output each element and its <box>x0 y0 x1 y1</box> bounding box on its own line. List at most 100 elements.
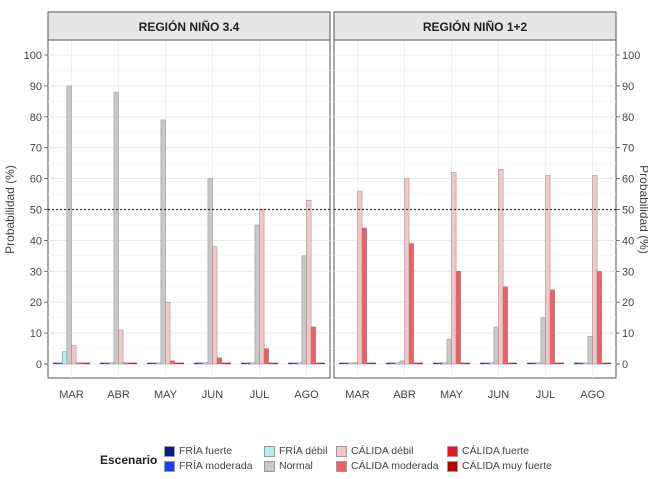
bar-fria-debil <box>156 362 162 365</box>
bar-fria-moderada <box>292 362 298 365</box>
legend-label: CÁLIDA fuerte <box>462 445 530 457</box>
bar-calida-fuerte <box>413 362 419 365</box>
bar-calida-fuerte <box>507 362 513 365</box>
panel-title: REGIÓN NIÑO 3.4 <box>139 19 240 34</box>
bar-fria-debil <box>203 362 209 365</box>
bar-fria-fuerte <box>146 362 153 365</box>
bar-calida-fuerte <box>127 362 133 365</box>
bar-normal <box>160 119 166 365</box>
panel-title: REGIÓN NIÑO 1+2 <box>423 19 528 34</box>
y-tick-label-left: 70 <box>30 143 42 155</box>
bar-normal <box>540 317 546 365</box>
x-tick-label: ABR <box>107 389 130 401</box>
bar-normal <box>352 362 358 365</box>
bar-fria-moderada <box>104 362 110 365</box>
bar-calida-moderada <box>408 243 414 365</box>
bar-calida-fuerte <box>80 362 86 365</box>
bar-calida-moderada <box>122 362 128 365</box>
bar-fria-moderada <box>245 362 251 365</box>
y-axis-title-right: Probabilidad (%) <box>637 165 648 254</box>
y-axis-title-left: Probabilidad (%) <box>3 165 17 254</box>
legend-item-fria-debil: FRÍA débil <box>264 444 327 459</box>
bar-calida-fuerte <box>554 362 560 365</box>
x-tick-label: MAR <box>345 389 370 401</box>
bar-normal <box>207 178 213 365</box>
legend-swatch <box>264 461 275 472</box>
bar-fria-moderada <box>390 362 396 365</box>
bar-calida-fuerte <box>460 362 466 365</box>
x-tick-label: AGO <box>580 389 605 401</box>
bar-fria-debil <box>536 362 542 365</box>
bar-calida-moderada <box>502 286 508 365</box>
bar-normal <box>66 85 72 365</box>
bar-fria-moderada <box>484 362 490 365</box>
bar-fria-fuerte <box>432 362 439 365</box>
bar-calida-fuerte <box>366 362 372 365</box>
y-tick-label-right: 60 <box>622 174 634 186</box>
bar-calida-muy-fuerte <box>225 362 232 365</box>
y-tick-label-right: 30 <box>622 266 634 278</box>
bar-fria-debil <box>297 362 303 365</box>
bar-calida-fuerte <box>221 362 227 365</box>
legend-label: FRÍA fuerte <box>179 445 233 457</box>
y-tick-label-left: 80 <box>30 112 42 124</box>
bar-fria-moderada <box>578 362 584 365</box>
legend-item-calida-fuerte: CÁLIDA fuerte <box>447 444 529 459</box>
bar-calida-muy-fuerte <box>178 362 185 365</box>
bar-calida-debil <box>165 301 171 365</box>
legend-swatch <box>447 446 458 457</box>
bar-calida-moderada <box>169 360 175 365</box>
y-tick-label-right: 70 <box>622 143 634 155</box>
legend-label: FRÍA moderada <box>179 460 253 472</box>
bar-calida-debil <box>259 209 265 365</box>
bar-calida-muy-fuerte <box>464 362 471 365</box>
bar-fria-moderada <box>57 362 63 365</box>
y-tick-label-left: 30 <box>30 266 42 278</box>
bar-calida-debil <box>357 190 363 365</box>
bar-fria-moderada <box>343 362 349 365</box>
legend-item-fria-fuerte: FRÍA fuerte <box>164 444 232 459</box>
bar-fria-debil <box>348 362 354 365</box>
y-tick-label-right: 20 <box>622 297 634 309</box>
bar-fria-fuerte <box>240 362 247 365</box>
y-tick-label-right: 10 <box>622 328 634 340</box>
y-tick-label-right: 100 <box>622 50 640 62</box>
bar-calida-moderada <box>263 348 269 365</box>
x-tick-label: MAR <box>59 389 84 401</box>
x-tick-label: ABR <box>393 389 416 401</box>
bar-calida-fuerte <box>315 362 321 365</box>
y-tick-label-left: 90 <box>30 81 42 93</box>
y-tick-label-right: 90 <box>622 81 634 93</box>
bar-calida-muy-fuerte <box>417 362 424 365</box>
bar-calida-moderada <box>549 289 555 365</box>
legend-item-calida-muy-fuerte: CÁLIDA muy fuerte <box>447 459 552 474</box>
bar-calida-muy-fuerte <box>131 362 138 365</box>
bar-calida-fuerte <box>174 362 180 365</box>
bar-fria-moderada <box>198 362 204 365</box>
bar-normal <box>113 91 119 365</box>
y-tick-label-right: 50 <box>622 205 634 217</box>
bar-fria-debil <box>250 362 256 365</box>
bar-calida-moderada <box>455 271 461 365</box>
bar-normal <box>399 360 405 365</box>
enso-probability-chart: REGIÓN NIÑO 3.4 MAR ABR MAY JUN JUL AGO REGIÓN … <box>3 11 648 401</box>
bar-calida-debil <box>498 169 504 365</box>
x-tick-label: JUL <box>536 389 556 401</box>
y-tick-label-left: 40 <box>30 235 42 247</box>
bar-normal <box>493 326 499 365</box>
legend-title: Escenario <box>100 453 158 467</box>
bar-calida-moderada <box>310 326 316 365</box>
x-tick-label: AGO <box>294 389 319 401</box>
x-tick-label: JUN <box>488 389 509 401</box>
bar-fria-fuerte <box>526 362 533 365</box>
y-tick-label-left: 10 <box>30 328 42 340</box>
y-tick-label-left: 50 <box>30 205 42 217</box>
x-tick-label: MAY <box>154 389 178 401</box>
bar-fria-fuerte <box>287 362 294 365</box>
legend-label: CÁLIDA débil <box>351 445 414 457</box>
bar-calida-moderada <box>75 362 81 365</box>
y-tick-label-left: 100 <box>24 50 42 62</box>
legend: Escenario FRÍA fuerte FRÍA moderada FRÍA d… <box>100 441 648 477</box>
bar-calida-debil <box>451 172 457 365</box>
x-tick-label: MAY <box>440 389 464 401</box>
